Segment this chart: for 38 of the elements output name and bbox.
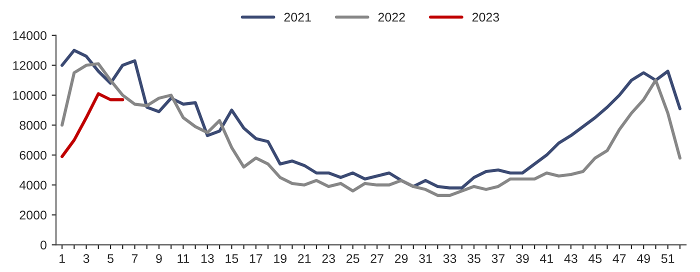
x-tick-label: 23 <box>322 254 335 264</box>
x-tick-label: 27 <box>370 254 384 263</box>
x-tick-label: 33 <box>443 254 456 264</box>
x-tick-label: 25 <box>346 254 360 264</box>
x-tick-label: 13 <box>201 254 214 264</box>
x-tick-label: 3 <box>83 254 90 264</box>
y-tick-label: 10000 <box>13 91 46 100</box>
y-tick-label: 12000 <box>13 61 46 70</box>
y-tick-label: 0 <box>40 240 46 250</box>
x-tick-label: 45 <box>588 254 602 264</box>
y-tick-label: 2000 <box>20 210 46 220</box>
x-tick-label: 41 <box>540 254 554 263</box>
x-tick-label: 37 <box>492 254 505 264</box>
y-tick-label: 4000 <box>19 180 46 190</box>
x-tick-label: 47 <box>612 254 626 263</box>
legend-label: 2021 <box>284 12 311 22</box>
x-tick-label: 19 <box>274 254 286 264</box>
line-series <box>60 92 124 158</box>
x-tick-label: 29 <box>394 254 408 264</box>
legend-label: 2022 <box>378 12 405 22</box>
x-tick-label: 35 <box>468 254 480 264</box>
x-tick-label: 7 <box>132 254 138 263</box>
x-tick-label: 51 <box>661 254 674 264</box>
x-tick-label: 39 <box>516 254 529 264</box>
y-tick-label: 6000 <box>20 150 46 160</box>
x-tick-label: 1 <box>60 254 65 263</box>
x-tick-label: 43 <box>564 254 578 264</box>
x-tick-label: 31 <box>419 254 432 264</box>
x-tick-label: 21 <box>298 254 311 263</box>
legend-label: 2023 <box>472 12 500 22</box>
x-tick-label: 49 <box>636 254 650 264</box>
x-tick-label: 5 <box>108 254 114 264</box>
x-tick-label: 17 <box>250 254 262 263</box>
x-tick-label: 11 <box>178 254 190 263</box>
x-tick-label: 9 <box>156 254 162 264</box>
y-tick-label: 8000 <box>20 120 46 130</box>
x-tick-label: 15 <box>226 254 238 264</box>
y-tick-label: 14000 <box>13 31 46 40</box>
